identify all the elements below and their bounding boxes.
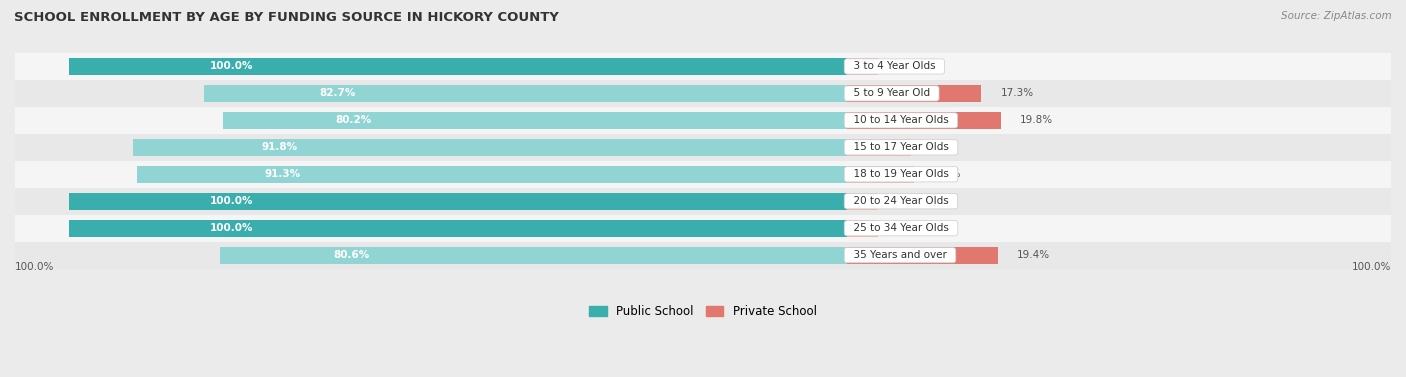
Bar <box>15 188 1391 215</box>
Text: 91.3%: 91.3% <box>264 169 301 179</box>
Text: 91.8%: 91.8% <box>262 143 298 152</box>
Legend: Public School, Private School: Public School, Private School <box>585 300 821 323</box>
Text: 100.0%: 100.0% <box>209 196 253 206</box>
Text: 0.0%: 0.0% <box>866 61 893 72</box>
Text: 0.0%: 0.0% <box>866 196 893 206</box>
Text: 10 to 14 Year Olds: 10 to 14 Year Olds <box>846 115 955 126</box>
Bar <box>204 85 846 102</box>
Text: 18 to 19 Year Olds: 18 to 19 Year Olds <box>846 169 955 179</box>
Bar <box>15 134 1391 161</box>
Text: 100.0%: 100.0% <box>15 262 55 272</box>
Bar <box>15 80 1391 107</box>
Text: 0.0%: 0.0% <box>866 223 893 233</box>
Bar <box>15 242 1391 269</box>
Text: Source: ZipAtlas.com: Source: ZipAtlas.com <box>1281 11 1392 21</box>
Text: 100.0%: 100.0% <box>1351 262 1391 272</box>
Text: 19.4%: 19.4% <box>1017 250 1050 260</box>
Text: 35 Years and over: 35 Years and over <box>846 250 953 260</box>
Bar <box>846 112 1001 129</box>
Bar <box>846 166 914 183</box>
Bar <box>15 107 1391 134</box>
Bar <box>846 193 877 210</box>
Text: 19.8%: 19.8% <box>1021 115 1053 126</box>
Text: 25 to 34 Year Olds: 25 to 34 Year Olds <box>846 223 955 233</box>
Text: 17.3%: 17.3% <box>1001 89 1033 98</box>
Text: 80.6%: 80.6% <box>333 250 370 260</box>
Bar <box>846 139 911 156</box>
Text: 8.7%: 8.7% <box>934 169 960 179</box>
Text: 8.2%: 8.2% <box>929 143 956 152</box>
Text: 5 to 9 Year Old: 5 to 9 Year Old <box>846 89 936 98</box>
Bar <box>224 112 846 129</box>
Bar <box>15 215 1391 242</box>
Bar <box>69 193 846 210</box>
Bar <box>846 247 998 264</box>
Text: 3 to 4 Year Olds: 3 to 4 Year Olds <box>846 61 942 72</box>
Bar <box>846 220 877 237</box>
Text: 15 to 17 Year Olds: 15 to 17 Year Olds <box>846 143 955 152</box>
Bar <box>136 166 846 183</box>
Bar <box>221 247 846 264</box>
Bar <box>15 161 1391 188</box>
Text: 82.7%: 82.7% <box>319 89 356 98</box>
Bar <box>69 220 846 237</box>
Text: 20 to 24 Year Olds: 20 to 24 Year Olds <box>846 196 955 206</box>
Bar <box>846 58 877 75</box>
Bar <box>846 85 981 102</box>
Bar <box>15 53 1391 80</box>
Text: 100.0%: 100.0% <box>209 61 253 72</box>
Bar <box>69 58 846 75</box>
Bar <box>134 139 846 156</box>
Text: 80.2%: 80.2% <box>336 115 371 126</box>
Text: 100.0%: 100.0% <box>209 223 253 233</box>
Text: SCHOOL ENROLLMENT BY AGE BY FUNDING SOURCE IN HICKORY COUNTY: SCHOOL ENROLLMENT BY AGE BY FUNDING SOUR… <box>14 11 560 24</box>
